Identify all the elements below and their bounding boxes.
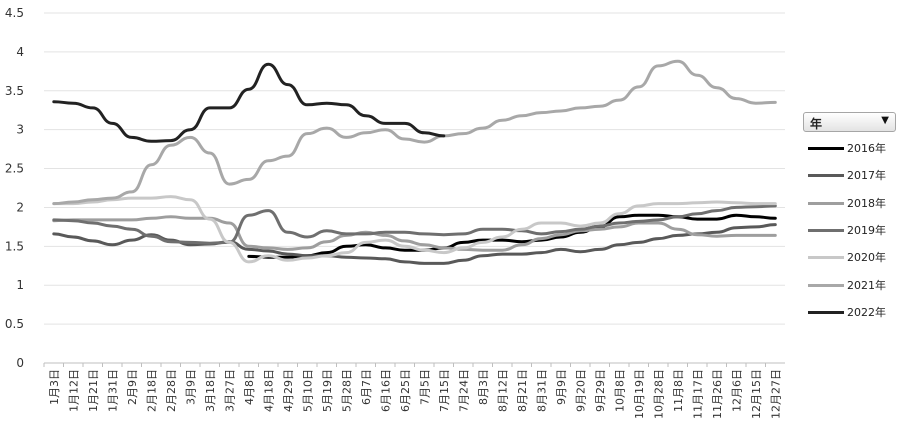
y-axis-tick-labels: 0 0.5 1 1.5 2 2.5 3 3.5 4 4.5 [5,6,24,370]
dropdown-triangle-icon[interactable]: ▼ [881,115,889,126]
legend-swatch [808,229,844,232]
y-tick-label: 2.5 [5,162,24,176]
x-tick-label: 2月9日 [126,369,139,405]
y-tick-label: 0 [16,356,24,370]
x-tick-label: 3月27日 [223,369,236,412]
y-tick-label: 2 [16,200,24,214]
series-line-2020年 [54,197,776,262]
y-tick-label: 4.5 [5,6,24,20]
x-tick-label: 9月29日 [594,369,607,412]
y-tick-label: 3 [16,123,24,137]
x-tick-label: 12月15日 [750,369,763,419]
y-tick-label: 0.5 [5,317,24,331]
x-tick-label: 10月8日 [613,369,626,412]
legend-label: 2022年 [847,304,886,320]
x-axis-tick-labels: 1月3日 1月12日 1月21日 1月31日 2月9日 2月18日 2月28日 3月9日 3月1… [44,363,782,419]
x-tick-label: 3月18日 [204,369,217,412]
legend-swatch [808,284,844,287]
legend-label: 2016年 [847,140,886,156]
x-tick-label: 12月6日 [730,369,743,412]
x-tick-label: 11月26日 [711,369,724,419]
legend-label: 2019年 [847,222,886,238]
x-tick-label: 9月9日 [555,369,568,405]
legend-item[interactable]: 2022年 [808,304,898,320]
y-tick-label: 1.5 [5,239,24,253]
x-tick-label: 3月9日 [184,369,197,405]
x-tick-label: 2月18日 [145,369,158,412]
legend-filter-label: 年 [810,115,822,132]
x-tick-label: 1月21日 [87,369,100,412]
grid-lines [44,13,785,363]
legend-item[interactable]: 2016年 [808,140,898,156]
x-tick-label: 9月20日 [574,369,587,412]
x-tick-label: 10月19日 [633,369,646,419]
legend-label: 2018年 [847,195,886,211]
x-tick-label: 1月12日 [67,369,80,412]
x-tick-label: 4月18日 [262,369,275,412]
x-tick-label: 2月28日 [165,369,178,412]
y-tick-label: 3.5 [5,84,24,98]
x-tick-label: 8月3日 [477,369,490,405]
legend-item[interactable]: 2017年 [808,167,898,183]
x-tick-label: 6月25日 [399,369,412,412]
series-line-2016年 [249,215,776,257]
x-tick-label: 1月31日 [106,369,119,412]
x-tick-label: 1月3日 [48,369,61,405]
legend-label: 2021年 [847,277,886,293]
x-tick-label: 4月29日 [282,369,295,412]
legend-item[interactable]: 2020年 [808,249,898,265]
x-tick-label: 11月17日 [691,369,704,419]
legend-swatch [808,202,844,205]
x-tick-label: 12月27日 [769,369,782,419]
x-tick-label: 5月10日 [301,369,314,412]
x-tick-label: 4月8日 [243,369,256,405]
x-tick-label: 7月24日 [457,369,470,412]
legend-swatch [808,174,844,177]
legend-year-filter-button[interactable]: 年 ▼ [803,112,896,132]
x-tick-label: 10月28日 [652,369,665,419]
x-tick-label: 5月28日 [340,369,353,412]
series-line-2021年 [54,61,776,203]
legend-swatch [808,256,844,259]
x-tick-label: 5月19日 [321,369,334,412]
legend-item[interactable]: 2019年 [808,222,898,238]
series-lines [54,61,776,263]
legend-label: 2017年 [847,167,886,183]
x-tick-label: 8月12日 [496,369,509,412]
legend-label: 2020年 [847,249,886,265]
x-tick-label: 7月5日 [418,369,431,405]
y-tick-label: 4 [16,45,24,59]
x-tick-label: 11月8日 [672,369,685,412]
legend-swatch [808,311,844,314]
x-tick-label: 6月16日 [379,369,392,412]
x-tick-label: 7月15日 [438,369,451,412]
x-tick-label: 6月7日 [360,369,373,405]
x-tick-label: 8月21日 [516,369,529,412]
legend-swatch [808,147,844,150]
x-tick-label: 8月31日 [535,369,548,412]
legend-item[interactable]: 2018年 [808,195,898,211]
legend-item[interactable]: 2021年 [808,277,898,293]
y-tick-label: 1 [16,278,24,292]
